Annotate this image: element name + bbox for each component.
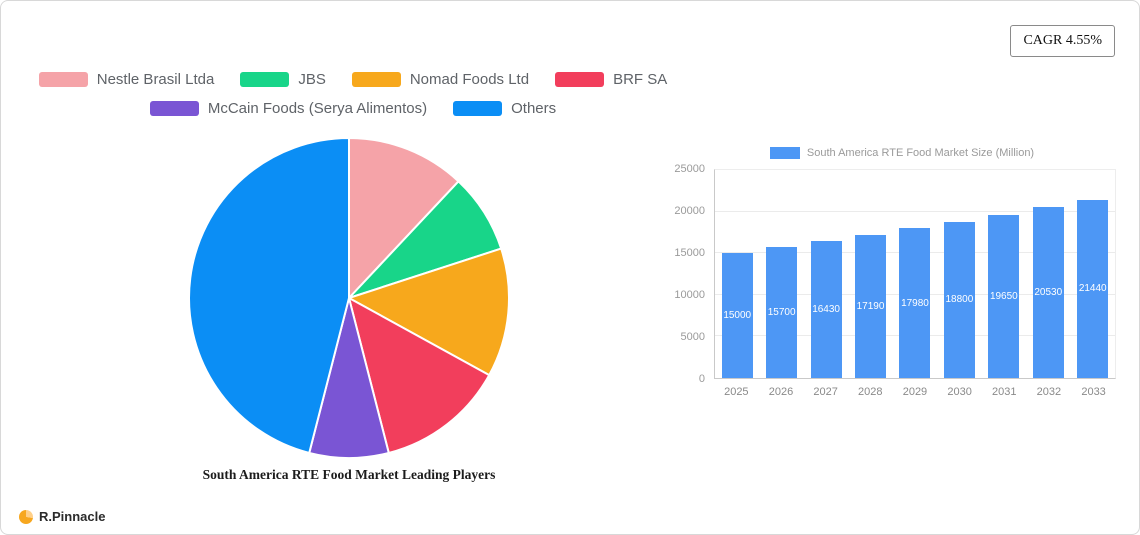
legend-item-nestle-brasil-ltda[interactable]: Nestle Brasil Ltda bbox=[38, 71, 215, 88]
pie-slice-nestle-brasil-ltda[interactable] bbox=[348, 137, 460, 299]
bar-chart-x-axis: 2025 2026 2027 2028 2029 2030 2031 2032 2033 bbox=[714, 386, 1116, 398]
bar-legend-swatch bbox=[769, 147, 800, 159]
bar-2025[interactable]: 15000 bbox=[721, 253, 753, 378]
x-tick-label: 2028 bbox=[858, 386, 883, 398]
gridline bbox=[715, 210, 1115, 212]
bar-value-label: 15700 bbox=[767, 307, 796, 319]
bar-chart-plot-area: 15000 15700 16430 17190 17980 18800 19650 20530… bbox=[714, 169, 1116, 379]
pie-slice-brf-sa[interactable] bbox=[348, 297, 491, 454]
brand-pie-icon bbox=[19, 509, 33, 524]
x-tick-label: 2025 bbox=[724, 386, 749, 398]
legend-item-others[interactable]: Others bbox=[453, 100, 556, 117]
pie-legend: Nestle Brasil Ltda JBS Nomad Foods Ltd BRF … bbox=[29, 71, 677, 117]
brand-name: R.Pinnacle bbox=[39, 509, 106, 524]
legend-swatch bbox=[240, 72, 290, 87]
bar-2031[interactable]: 19650 bbox=[988, 214, 1020, 378]
legend-label: Nomad Foods Ltd bbox=[409, 71, 530, 88]
bar-2033[interactable]: 21440 bbox=[1077, 199, 1109, 378]
pie-chart-title: South America RTE Food Market Leading Pl… bbox=[202, 467, 496, 482]
legend-label: Others bbox=[511, 100, 557, 117]
bar-chart-y-axis: 0 5000 10000 15000 20000 25000 bbox=[666, 163, 714, 385]
bar-2029[interactable]: 17980 bbox=[899, 228, 931, 378]
pie-slice-nomad-foods-ltd[interactable] bbox=[348, 247, 510, 377]
pie-chart bbox=[184, 133, 514, 463]
bar-chart-bars: 15000 15700 16430 17190 17980 18800 19650 20530… bbox=[715, 170, 1115, 378]
bar-chart-legend[interactable]: South America RTE Food Market Size (Mill… bbox=[666, 147, 1138, 159]
cagr-badge: CAGR 4.55% bbox=[1010, 25, 1115, 57]
y-tick-label: 10000 bbox=[674, 289, 705, 301]
bar-chart: South America RTE Food Market Size (Mill… bbox=[666, 147, 1138, 398]
x-tick-label: 2027 bbox=[813, 386, 838, 398]
bar-value-label: 19650 bbox=[989, 290, 1018, 302]
bar-2032[interactable]: 20530 bbox=[1032, 207, 1064, 378]
pie-svg bbox=[188, 137, 510, 459]
bar-value-label: 18800 bbox=[945, 294, 974, 306]
legend-item-brf-sa[interactable]: BRF SA bbox=[555, 71, 667, 88]
bar-2030[interactable]: 18800 bbox=[943, 221, 975, 378]
bar-2027[interactable]: 16430 bbox=[810, 241, 842, 378]
legend-swatch bbox=[555, 72, 605, 87]
bar-value-label: 16430 bbox=[812, 304, 840, 316]
legend-item-mccain-foods-serya-alimentos[interactable]: McCain Foods (Serya Alimentos) bbox=[149, 100, 428, 117]
legend-label: BRF SA bbox=[613, 71, 668, 88]
y-tick-label: 20000 bbox=[674, 205, 705, 217]
legend-swatch bbox=[351, 72, 401, 87]
bar-legend-label: South America RTE Food Market Size (Mill… bbox=[806, 147, 1035, 159]
legend-label: McCain Foods (Serya Alimentos) bbox=[207, 100, 428, 117]
legend-label: JBS bbox=[298, 71, 326, 88]
x-tick-label: 2030 bbox=[947, 386, 972, 398]
bar-2028[interactable]: 17190 bbox=[855, 234, 887, 378]
legend-item-jbs[interactable]: JBS bbox=[240, 71, 326, 88]
bar-value-label: 21440 bbox=[1078, 283, 1107, 295]
y-tick-label: 25000 bbox=[674, 163, 705, 175]
pie-slice-others[interactable] bbox=[188, 137, 350, 454]
bar-value-label: 20530 bbox=[1034, 287, 1063, 299]
legend-swatch bbox=[38, 72, 88, 87]
legend-label: Nestle Brasil Ltda bbox=[96, 71, 215, 88]
bar-value-label: 17190 bbox=[856, 300, 885, 312]
legend-swatch bbox=[149, 101, 199, 116]
x-tick-label: 2032 bbox=[1036, 386, 1062, 398]
y-tick-label: 5000 bbox=[680, 331, 705, 343]
legend-item-nomad-foods-ltd[interactable]: Nomad Foods Ltd bbox=[351, 71, 530, 88]
bar-value-label: 15000 bbox=[723, 310, 752, 322]
x-tick-label: 2029 bbox=[902, 386, 928, 398]
y-tick-label: 15000 bbox=[674, 247, 705, 259]
y-tick-label: 0 bbox=[698, 373, 705, 385]
bar-value-label: 17980 bbox=[901, 297, 929, 309]
legend-swatch bbox=[453, 101, 503, 116]
x-tick-label: 2031 bbox=[992, 386, 1017, 398]
x-tick-label: 2026 bbox=[768, 386, 794, 398]
brand-logo: R.Pinnacle bbox=[19, 509, 105, 524]
bar-2026[interactable]: 15700 bbox=[766, 247, 798, 378]
x-tick-label: 2033 bbox=[1081, 386, 1106, 398]
